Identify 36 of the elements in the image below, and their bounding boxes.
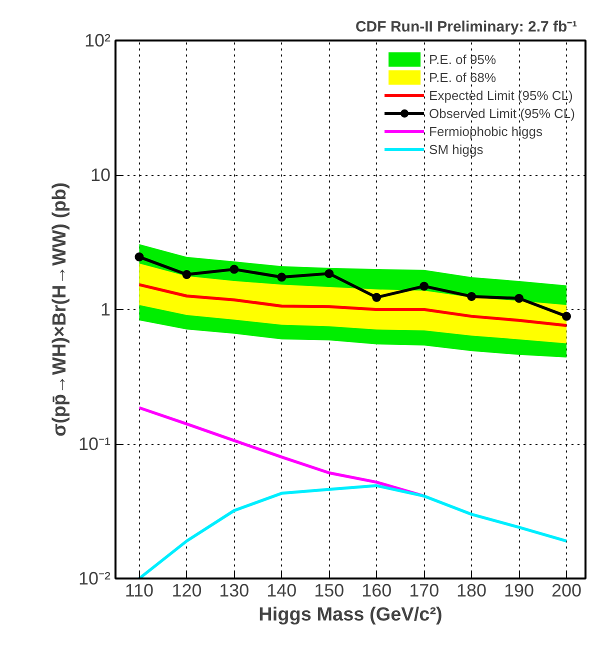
y-tick-label: 10² xyxy=(84,30,111,50)
line-series xyxy=(138,283,568,328)
y-tick-label: 1 xyxy=(100,300,111,320)
legend-label: Observed Limit (95% CL) xyxy=(429,106,575,120)
legend-label: SM higgs xyxy=(429,142,484,156)
point xyxy=(514,294,524,303)
point xyxy=(230,264,239,274)
y-tick-label: 10⁻² xyxy=(78,568,111,588)
x-tick-label: 140 xyxy=(266,580,297,600)
x-tick-label: 160 xyxy=(362,580,392,600)
legend-label: P.E. of 68% xyxy=(429,70,496,84)
legend-label: P.E. of 95% xyxy=(429,52,496,66)
x-tick-label: 150 xyxy=(314,580,344,600)
x-tick-label: 200 xyxy=(551,580,582,600)
x-tick-label: 120 xyxy=(172,580,202,600)
x-axis-title: Higgs Mass (GeV/c²) xyxy=(258,604,442,626)
point xyxy=(467,292,476,301)
legend-label: Expected Limit (95% CL) xyxy=(429,88,573,102)
y-tick-label: 10 xyxy=(90,165,111,185)
x-tick-label: 170 xyxy=(409,580,440,600)
legend-label: Fermiophobic higgs xyxy=(429,124,542,138)
point xyxy=(324,269,334,278)
line-series xyxy=(138,484,568,578)
point xyxy=(182,270,192,280)
point xyxy=(562,312,572,321)
point xyxy=(277,272,286,282)
x-tick-label: 110 xyxy=(124,580,154,600)
x-tick-label: 190 xyxy=(504,580,534,600)
point xyxy=(134,252,144,262)
x-tick-label: 130 xyxy=(219,580,250,600)
y-axis-title: σ(pp̄→WH)×Br(H→WW) (pb) xyxy=(49,182,70,437)
x-tick-label: 180 xyxy=(456,580,487,600)
y-tick-label: 10⁻¹ xyxy=(78,434,111,454)
point xyxy=(420,282,429,291)
point xyxy=(372,292,382,302)
chart-title: CDF Run-II Preliminary: 2.7 fb⁻¹ xyxy=(355,18,578,36)
